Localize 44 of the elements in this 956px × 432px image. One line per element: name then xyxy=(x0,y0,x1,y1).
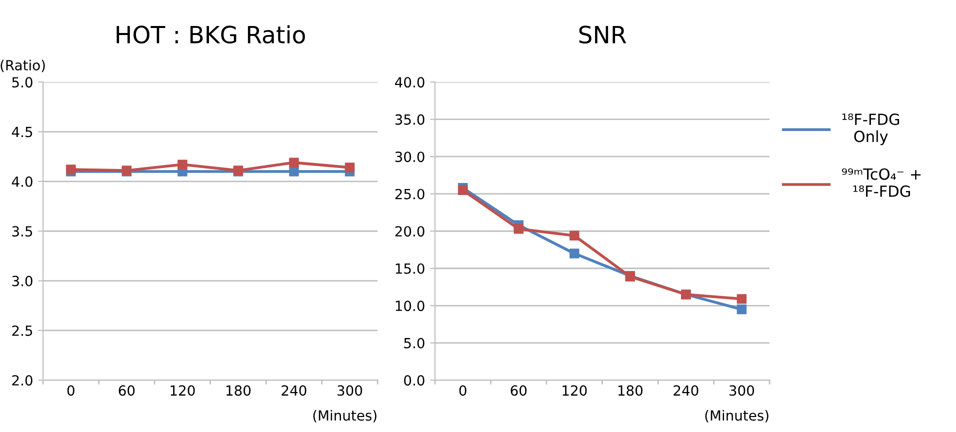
point xyxy=(570,230,580,240)
x-tick-label: 180 xyxy=(618,385,642,396)
x-tick-label: 300 xyxy=(338,385,362,396)
point xyxy=(736,294,747,304)
x-tick-label: 120 xyxy=(562,385,587,396)
y-tick-label: 0.0 xyxy=(404,375,424,386)
y-tick-label: 25.0 xyxy=(395,188,424,200)
y-axis-title: (Ratio) xyxy=(0,60,45,72)
point xyxy=(514,224,524,234)
y-tick-label: 20.0 xyxy=(395,226,424,237)
y-tick-label: 3.0 xyxy=(12,276,32,286)
y-tick-label: 30.0 xyxy=(395,152,424,162)
x-tick-label: 0 xyxy=(459,385,466,396)
chart-title: HOT : BKG Ratio xyxy=(116,25,305,44)
legend-label: ¹⁸F-FDG Only xyxy=(842,114,900,146)
x-tick-label: 240 xyxy=(674,385,698,396)
y-tick-label: 2.0 xyxy=(12,375,32,386)
y-tick-label: 4.0 xyxy=(12,176,32,187)
point xyxy=(178,160,188,170)
point xyxy=(289,158,299,168)
x-tick-label: 120 xyxy=(170,385,195,396)
point xyxy=(289,166,299,176)
x-tick-label: 300 xyxy=(730,385,754,396)
x-tick-label: 240 xyxy=(282,385,306,396)
legend-label: ⁹⁹ᵐTcO₄⁻ + ¹⁸F-FDG xyxy=(842,168,921,197)
x-axis-title: (Minutes) xyxy=(705,410,768,422)
point xyxy=(570,248,580,258)
y-tick-label: 4.5 xyxy=(12,126,32,138)
x-axis-title: (Minutes) xyxy=(313,410,376,422)
y-tick-label: 10.0 xyxy=(396,300,424,312)
x-tick-label: 60 xyxy=(118,385,135,396)
y-tick-label: 3.5 xyxy=(12,226,32,237)
y-tick-label: 5.0 xyxy=(12,77,32,88)
x-tick-label: 60 xyxy=(510,385,527,396)
y-tick-label: 35.0 xyxy=(395,114,424,125)
x-tick-label: 180 xyxy=(226,385,251,396)
chart-title: SNR xyxy=(579,26,626,44)
point xyxy=(344,162,355,172)
y-tick-label: 40.0 xyxy=(395,77,424,88)
y-tick-label: 15.0 xyxy=(396,263,424,274)
y-tick-label: 2.5 xyxy=(12,325,32,336)
point xyxy=(736,304,747,314)
y-tick-label: 5.0 xyxy=(404,338,424,348)
x-tick-label: 0 xyxy=(67,385,74,396)
